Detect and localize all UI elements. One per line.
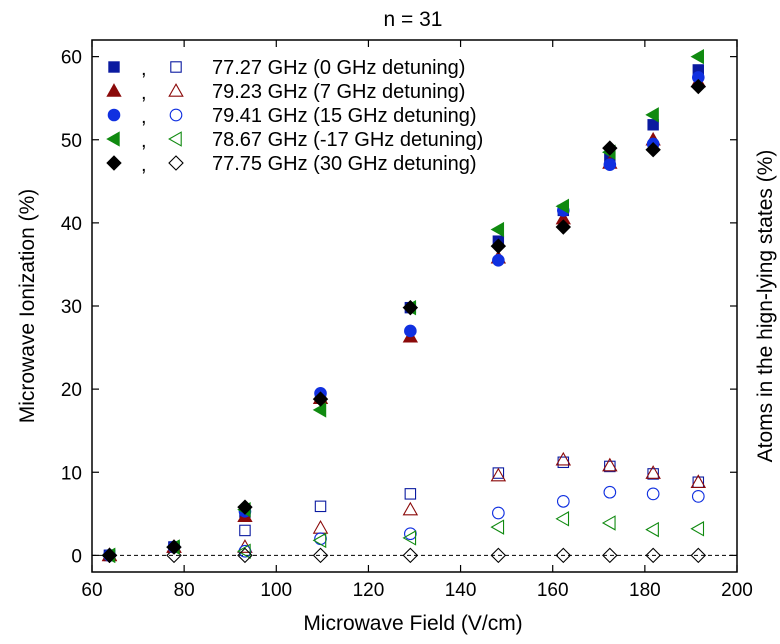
legend-separator: , xyxy=(141,82,147,104)
legend-separator: , xyxy=(141,130,147,152)
x-tick-label: 80 xyxy=(174,580,195,601)
high-lying-point xyxy=(314,500,327,513)
high-lying-point xyxy=(312,547,329,564)
ionization-point xyxy=(492,253,505,267)
high-lying-point xyxy=(690,521,705,537)
legend-marker-hollow xyxy=(168,83,184,97)
high-lying-point xyxy=(239,524,251,537)
x-tick-label: 100 xyxy=(260,580,292,601)
chart-title: n = 31 xyxy=(384,8,443,31)
ionization-point xyxy=(404,324,417,338)
high-lying-point xyxy=(404,488,417,500)
high-lying-point xyxy=(603,485,617,499)
ionization-point xyxy=(690,78,707,95)
high-lying-point xyxy=(402,530,417,546)
data-marks xyxy=(101,48,707,564)
high-lying-point xyxy=(490,547,507,564)
high-lying-point xyxy=(312,520,329,534)
y-axis-title: Microwave Ionization (%) xyxy=(16,189,39,424)
legend-label: 79.23 GHz (7 GHz detuning) xyxy=(212,81,465,103)
ionization-point xyxy=(490,221,505,238)
high-lying-point xyxy=(647,468,659,480)
high-lying-point xyxy=(404,527,417,541)
high-lying-point xyxy=(602,457,618,472)
ionization-point xyxy=(237,499,253,515)
legend-marker-hollow xyxy=(168,131,182,147)
high-lying-point xyxy=(645,547,661,564)
high-lying-point xyxy=(555,547,572,564)
legend-marker-hollow xyxy=(170,61,182,73)
legend-separator: , xyxy=(141,58,147,80)
legend-label: 77.27 GHz (0 GHz detuning) xyxy=(212,57,465,79)
ionization-point xyxy=(603,158,617,171)
high-lying-point xyxy=(490,519,505,535)
x-axis-title: Microwave Field (V/cm) xyxy=(303,612,522,635)
y-tick-label: 50 xyxy=(61,131,82,152)
ionization-point xyxy=(645,107,659,123)
x-tick-label: 120 xyxy=(353,580,385,601)
ionization-point xyxy=(312,402,327,418)
high-lying-point xyxy=(691,490,705,503)
ionization-point xyxy=(166,539,182,555)
ionization-point xyxy=(690,48,704,65)
high-lying-point xyxy=(556,494,570,508)
legend-marker-filled xyxy=(106,131,120,147)
high-lying-point xyxy=(690,547,707,564)
high-lying-point xyxy=(490,467,507,482)
x-tick-label: 60 xyxy=(81,580,102,601)
y-tick-label: 20 xyxy=(61,380,82,401)
high-lying-point xyxy=(237,543,251,559)
legend-marker-filled xyxy=(107,108,121,122)
high-lying-point xyxy=(402,501,419,516)
high-lying-point xyxy=(645,521,659,538)
high-lying-point xyxy=(237,547,253,564)
ionization-point xyxy=(490,238,507,254)
legend-marker-filled xyxy=(108,61,120,73)
high-lying-point xyxy=(690,474,707,488)
high-lying-point xyxy=(646,487,660,501)
ionization-point xyxy=(645,142,661,158)
high-lying-point xyxy=(602,547,618,564)
legend-label: 77.75 GHz (30 GHz detuning) xyxy=(212,153,477,175)
high-lying-point xyxy=(555,511,570,527)
y-tick-label: 10 xyxy=(61,463,82,484)
high-lying-point xyxy=(645,465,661,479)
ionization-point xyxy=(647,119,659,131)
ionization-point xyxy=(602,140,618,156)
y-tick-label: 30 xyxy=(61,297,82,318)
legend-marker-filled xyxy=(106,83,122,97)
ionization-point xyxy=(402,299,419,316)
ionization-point xyxy=(555,219,572,235)
x-tick-label: 140 xyxy=(445,580,477,601)
x-tick-label: 180 xyxy=(629,580,661,601)
legend-marker-hollow xyxy=(169,108,183,122)
legend-marker-hollow xyxy=(168,155,184,171)
legend-label: 78.67 GHz (-17 GHz detuning) xyxy=(212,129,483,151)
high-lying-point xyxy=(604,460,616,473)
high-lying-point xyxy=(601,515,616,531)
ionization-point xyxy=(101,547,118,564)
ionization-point xyxy=(555,198,570,214)
high-lying-point xyxy=(312,532,327,549)
legend: , 77.27 GHz (0 GHz detuning), 79.23 GHz (7… xyxy=(106,57,483,176)
legend-separator: , xyxy=(141,106,147,128)
legend-label: 79.41 GHz (15 GHz detuning) xyxy=(212,105,477,127)
y-tick-label: 40 xyxy=(61,214,82,235)
high-lying-point xyxy=(555,451,572,466)
y-tick-label: 60 xyxy=(61,48,82,69)
y-axis-right-title: Atoms in the hign-lying states (%) xyxy=(754,150,777,463)
x-tick-label: 160 xyxy=(537,580,569,601)
y-tick-label: 0 xyxy=(71,546,82,567)
high-lying-point xyxy=(492,506,505,520)
legend-separator: , xyxy=(141,154,147,176)
x-tick-label: 200 xyxy=(721,580,753,601)
high-lying-point xyxy=(402,547,419,564)
axis-ticks: 60 80 100 120 140 160 180 200 0 10 20 30 40 50 60 xyxy=(61,40,753,601)
legend-marker-filled xyxy=(106,155,122,171)
ionization-point xyxy=(312,391,329,407)
